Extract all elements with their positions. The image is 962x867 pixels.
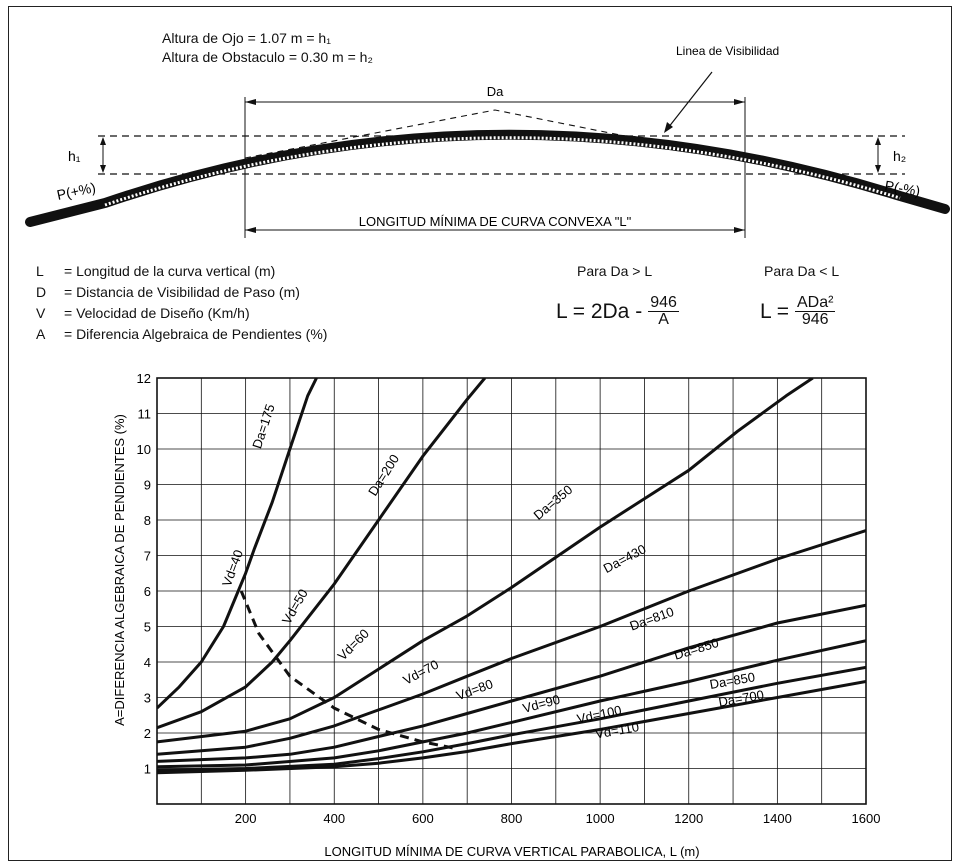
y-tick-label: 11	[138, 407, 152, 422]
y-tick-label: 6	[144, 584, 151, 599]
y-tick-label: 12	[137, 371, 151, 386]
chart-labels: Da=175Da=200Da=350Da=430Da=810Da=850Da=8…	[219, 402, 765, 741]
curve-annotation: Da=810	[628, 604, 676, 634]
y-tick-label: 1	[144, 762, 151, 777]
definition-l: L = Longitud de la curva vertical (m)	[36, 263, 276, 279]
definition-a: A = Diferencia Algebraica de Pendientes (…	[36, 326, 328, 342]
y-tick-label: 4	[144, 655, 151, 670]
x-tick-label: 400	[323, 811, 345, 826]
chart-curves	[157, 378, 866, 775]
x-tick-label: 600	[412, 811, 434, 826]
case1-title: Para Da > L	[577, 263, 653, 279]
series-line	[157, 378, 318, 710]
obstacle-height-text: Altura de Obstaculo = 0.30 m = h₂	[162, 49, 373, 65]
curve-annotation: Vd=60	[335, 626, 372, 663]
formula-case2: L = ADa² 946	[760, 294, 836, 328]
series-line	[157, 665, 866, 772]
minimum-length-dashed-curve	[239, 590, 459, 751]
x-tick-label: 800	[501, 811, 523, 826]
x-tick-label: 1400	[763, 811, 792, 826]
eye-height-text: Altura de Ojo = 1.07 m = h₁	[162, 30, 331, 46]
sight-line-leader	[667, 71, 713, 129]
crest-curve-diagram: Da Linea de Visibilidad h₁ h₂ P(+%) P(-%…	[25, 44, 950, 238]
curve-annotation: Vd=110	[594, 719, 640, 741]
grade-left-label: P(+%)	[55, 179, 97, 203]
curve-annotation: Da=850	[672, 635, 720, 663]
x-tick-label: 200	[235, 811, 257, 826]
grade-right-label: P(-%)	[883, 177, 921, 199]
figure-frame	[8, 6, 952, 861]
series-line	[157, 378, 487, 730]
series-line	[157, 680, 866, 775]
y-tick-label: 9	[144, 478, 151, 493]
x-axis-label: LONGITUD MÍNIMA DE CURVA VERTICAL PARABO…	[324, 844, 699, 859]
curve-annotation: Da=175	[249, 402, 277, 450]
da-label: Da	[487, 84, 504, 99]
formula-case1: L = 2Da - 946 A	[556, 294, 679, 328]
y-tick-label: 3	[144, 691, 151, 706]
y-tick-label: 5	[144, 620, 151, 635]
curve-annotation: Da=350	[531, 482, 576, 523]
definition-d: D = Distancia de Visibilidad de Paso (m)	[36, 284, 300, 300]
series-line	[157, 639, 866, 769]
x-tick-label: 1600	[852, 811, 881, 826]
y-tick-label: 7	[144, 549, 151, 564]
chart-ticks: 200 400 600 800 1000 1200 1400 1600123456789101…	[137, 371, 881, 826]
y-tick-label: 8	[144, 513, 151, 528]
x-tick-label: 1200	[674, 811, 703, 826]
y-axis-label: A=DIFERENCIA ALGEBRAICA DE PENDIENTES (%…	[112, 414, 127, 726]
sight-line-label: Linea de Visibilidad	[676, 44, 779, 58]
x-tick-label: 1000	[586, 811, 615, 826]
h2-label: h₂	[893, 148, 906, 164]
definition-v: V = Velocidad de Diseño (Km/h)	[36, 305, 250, 321]
h1-label: h₁	[68, 148, 81, 164]
y-tick-label: 2	[144, 726, 151, 741]
sight-triangle	[244, 109, 746, 161]
case2-title: Para Da < L	[764, 263, 840, 279]
y-tick-label: 10	[137, 442, 151, 457]
definitions-list: L = Longitud de la curva vertical (m) D = …	[36, 263, 327, 347]
curve-annotation: Da=700	[717, 687, 765, 710]
series-line	[157, 603, 866, 763]
series-line	[157, 529, 866, 756]
road-profile	[25, 129, 950, 227]
curve-length-label: LONGITUD MÍNIMA DE CURVA CONVEXA "L"	[359, 214, 632, 229]
series-line	[157, 378, 814, 744]
curve-annotation: Vd=70	[400, 657, 441, 688]
curve-annotation: Da=200	[365, 452, 402, 499]
curve-annotation: Da=430	[601, 541, 649, 576]
